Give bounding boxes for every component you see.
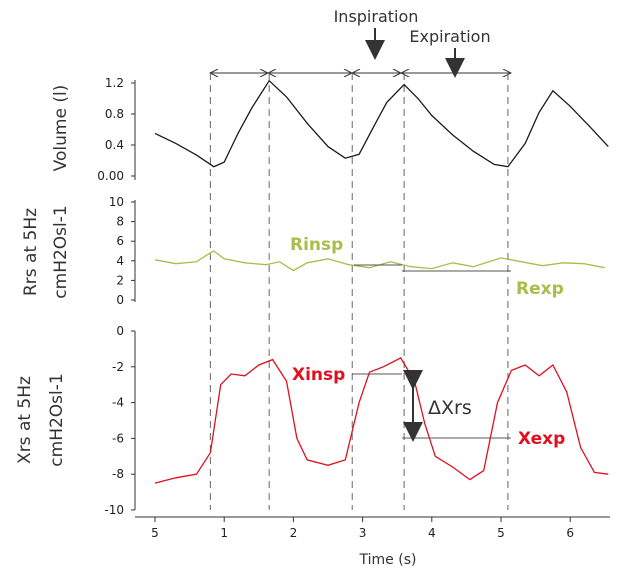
rrs-ytick-label: 2 bbox=[116, 273, 124, 287]
xrs-panel: 0-2-4-6-8-10 Xrs at 5Hz cmH2Osl-1 Xinsp … bbox=[15, 324, 609, 517]
xrs-ylabel-line2: cmH2Osl-1 bbox=[47, 373, 67, 466]
xtick-label: 3 bbox=[359, 526, 367, 540]
rrs-ytick-label: 8 bbox=[116, 215, 124, 229]
rrs-panel: 10 8 6 4 2 0 Rrs at 5Hz cmH2Osl-1 Rinsp Rexp bbox=[21, 195, 605, 307]
x-axis: 5 1 2 3 4 5 6 Time (s) bbox=[135, 516, 610, 568]
xtick-label: 5 bbox=[151, 526, 159, 540]
x-axis-label: Time (s) bbox=[359, 552, 417, 568]
rrs-ytick-label: 6 bbox=[116, 234, 124, 248]
volume-line bbox=[154, 79, 609, 168]
xrs-ylabel-line1: Xrs at 5Hz bbox=[15, 376, 35, 464]
xrs-ytick-label: -2 bbox=[112, 360, 124, 374]
time-mark-lines bbox=[209, 73, 509, 510]
inspiration-label: Inspiration bbox=[334, 7, 419, 26]
volume-panel: 1.2 0.8 0.4 0.00 Volume (l) bbox=[51, 76, 609, 183]
volume-ytick-label: 0.8 bbox=[105, 107, 124, 121]
xrs-ytick-label: -8 bbox=[112, 467, 124, 481]
delta-xrs-label: ΔXrs bbox=[428, 397, 472, 419]
rexp-label: Rexp bbox=[516, 279, 564, 299]
xtick-label: 1 bbox=[220, 526, 228, 540]
xtick-label: 4 bbox=[428, 526, 436, 540]
xtick-label: 5 bbox=[497, 526, 505, 540]
xrs-ytick-label: -10 bbox=[104, 503, 124, 517]
rrs-ytick-label: 4 bbox=[116, 254, 124, 268]
xrs-ytick-label: -4 bbox=[112, 396, 124, 410]
xrs-ytick-label: 0 bbox=[116, 324, 124, 338]
rrs-ylabel-line1: Rrs at 5Hz bbox=[21, 208, 41, 296]
volume-ylabel: Volume (l) bbox=[51, 85, 71, 172]
volume-ytick-label: 0.00 bbox=[97, 169, 124, 183]
rrs-ytick-label: 10 bbox=[109, 195, 124, 209]
xrs-line bbox=[154, 357, 609, 484]
rrs-ytick-label: 0 bbox=[116, 293, 124, 307]
rrs-ylabel-line2: cmH2Osl-1 bbox=[51, 205, 71, 298]
rrs-line bbox=[154, 250, 605, 272]
expiration-label: Expiration bbox=[409, 27, 490, 46]
volume-ytick-label: 0.4 bbox=[105, 138, 124, 152]
xexp-label: Xexp bbox=[518, 429, 565, 449]
xrs-ytick-label: -6 bbox=[112, 431, 124, 445]
rinsp-label: Rinsp bbox=[290, 235, 343, 255]
xinsp-label: Xinsp bbox=[292, 365, 345, 385]
xtick-label: 2 bbox=[290, 526, 298, 540]
xtick-label: 6 bbox=[566, 526, 574, 540]
volume-ytick-label: 1.2 bbox=[105, 76, 124, 90]
